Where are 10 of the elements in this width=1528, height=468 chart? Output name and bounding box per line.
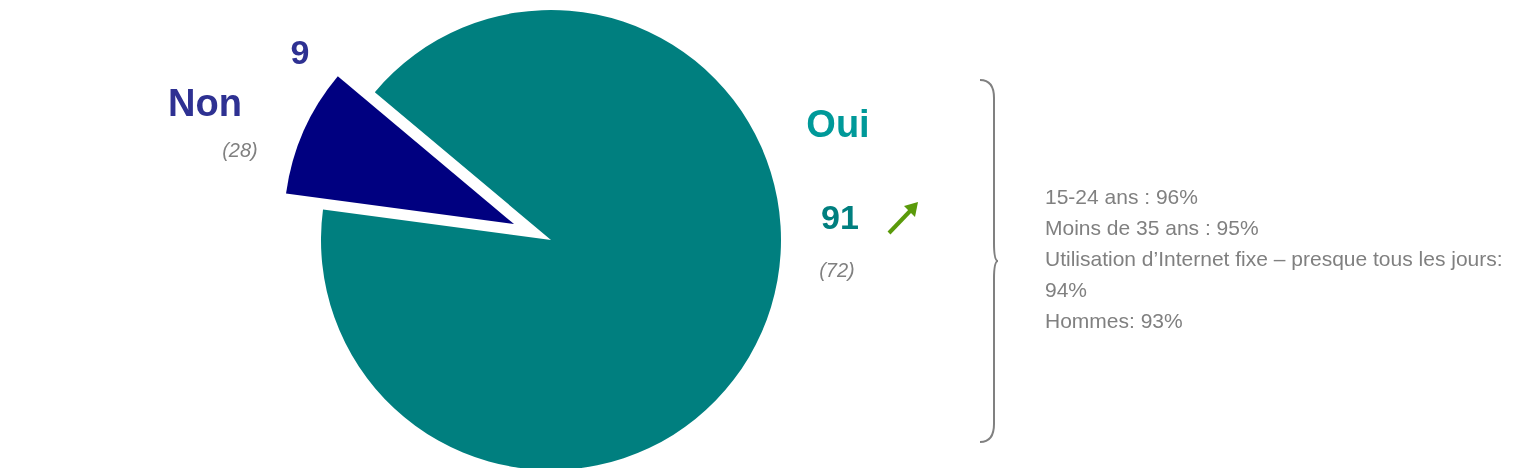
data-label: 91 xyxy=(821,197,859,237)
text: (28) xyxy=(222,138,258,161)
text: Moins de 35 ans : 95% xyxy=(1045,216,1259,239)
text: (72) xyxy=(819,258,855,281)
data-label: 9 xyxy=(290,32,310,72)
text: Hommes: 93% xyxy=(1045,309,1183,332)
slice-label: Oui xyxy=(806,102,870,145)
text: Utilisation d’Internet fixe – presque tous les jours: 94% xyxy=(1045,247,1503,301)
slice-label: Non xyxy=(168,81,242,124)
text: 15-24 ans : 96% xyxy=(1045,185,1198,208)
